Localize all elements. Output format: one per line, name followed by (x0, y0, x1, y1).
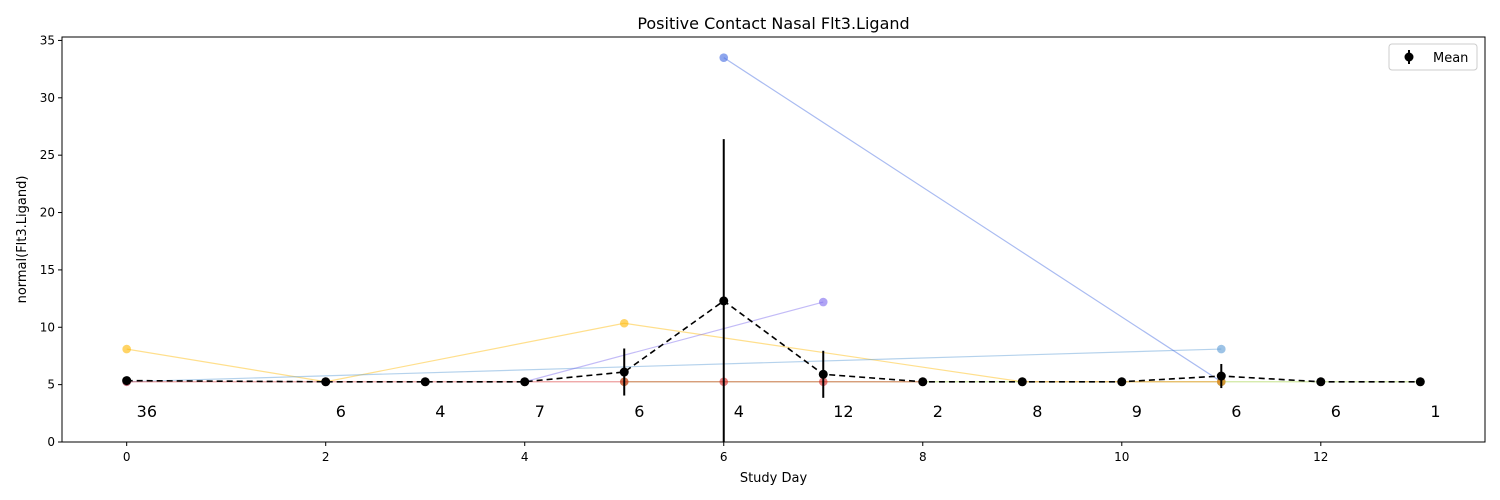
mean-point (1316, 377, 1326, 387)
plot-frame (61, 36, 1486, 443)
legend-entry-mean: Mean (1433, 51, 1468, 66)
mean-point (1117, 377, 1127, 387)
mean-point (321, 377, 331, 387)
count-label: 36 (137, 402, 157, 421)
legend-marker (1404, 52, 1414, 62)
subject-line (524, 301, 824, 383)
subject-point (719, 53, 729, 62)
x-tick-label: 10 (1114, 450, 1129, 464)
count-label: 6 (336, 402, 346, 421)
y-tick-label: 0 (47, 435, 55, 449)
count-label: 7 (535, 402, 545, 421)
x-tick-label: 12 (1313, 450, 1328, 464)
x-tick-label: 4 (521, 450, 529, 464)
count-label: 2 (933, 402, 943, 421)
y-axis-label: normal(Flt3.Ligand) (15, 176, 30, 304)
subject-line (723, 57, 1222, 383)
x-tick-label: 2 (322, 450, 330, 464)
mean-point (719, 296, 729, 306)
legend: Mean (1388, 43, 1478, 71)
count-label: 6 (634, 402, 644, 421)
count-label: 8 (1032, 402, 1042, 421)
mean-point (818, 369, 828, 379)
mean-point (420, 377, 430, 387)
subject-point (619, 318, 629, 328)
count-labels: 36 6 4 7 6 4 12 2 8 9 6 6 1 (137, 402, 1441, 421)
legend-box (1388, 43, 1478, 71)
y-tick-label: 35 (40, 33, 55, 47)
mean-point (1017, 377, 1027, 387)
mean-point (619, 367, 629, 377)
x-tick-label: 6 (720, 450, 728, 464)
y-tick-label: 5 (47, 378, 55, 392)
y-axis-ticks: 0 5 10 15 20 25 30 35 (40, 33, 62, 449)
count-label: 4 (435, 402, 445, 421)
subject-line (126, 322, 1023, 383)
y-tick-label: 10 (40, 320, 55, 334)
x-tick-label: 8 (919, 450, 927, 464)
y-tick-label: 25 (40, 148, 55, 162)
subject-point (818, 297, 828, 307)
count-label: 9 (1132, 402, 1142, 421)
subject-line (126, 348, 1222, 383)
mean-point (1216, 371, 1226, 381)
y-tick-label: 20 (40, 206, 55, 220)
y-tick-label: 30 (40, 91, 55, 105)
mean-series (122, 139, 1425, 442)
count-label: 6 (1331, 402, 1341, 421)
subject-series (122, 53, 1425, 387)
x-axis-ticks: 0 2 4 6 8 10 12 (123, 442, 1328, 464)
y-tick-label: 15 (40, 263, 55, 277)
count-label: 12 (833, 402, 853, 421)
subject-point (122, 344, 131, 354)
mean-line (126, 299, 1421, 383)
count-label: 1 (1430, 402, 1440, 421)
mean-point (122, 376, 132, 386)
x-axis-label: Study Day (740, 471, 808, 486)
chart-title: Positive Contact Nasal Flt3.Ligand (637, 14, 909, 33)
mean-point (1415, 377, 1425, 387)
mean-point (520, 377, 530, 387)
subject-point (1216, 344, 1226, 354)
count-label: 6 (1231, 402, 1241, 421)
x-tick-label: 0 (123, 450, 131, 464)
mean-point (918, 377, 928, 387)
count-label: 4 (734, 402, 744, 421)
